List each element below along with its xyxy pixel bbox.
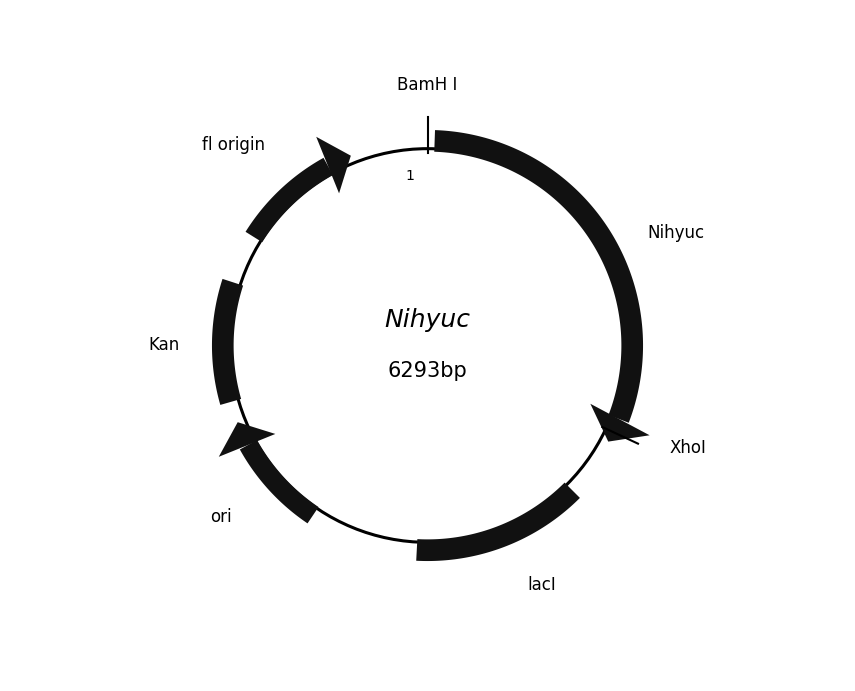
Text: fl origin: fl origin <box>203 135 265 153</box>
Text: 6293bp: 6293bp <box>387 361 468 381</box>
Polygon shape <box>212 279 243 405</box>
Polygon shape <box>245 158 333 243</box>
Polygon shape <box>434 130 643 423</box>
Text: XhoI: XhoI <box>669 439 706 457</box>
Text: Nihyuc: Nihyuc <box>385 308 470 332</box>
Polygon shape <box>240 440 319 523</box>
Text: Kan: Kan <box>148 337 180 354</box>
Polygon shape <box>316 137 351 193</box>
Text: 1: 1 <box>405 169 414 183</box>
Text: Nihyuc: Nihyuc <box>647 224 705 242</box>
Text: BamH I: BamH I <box>398 75 457 93</box>
Text: ori: ori <box>210 508 232 526</box>
Text: lacI: lacI <box>528 576 556 594</box>
Polygon shape <box>219 422 275 457</box>
Polygon shape <box>590 404 650 442</box>
Polygon shape <box>416 482 580 561</box>
